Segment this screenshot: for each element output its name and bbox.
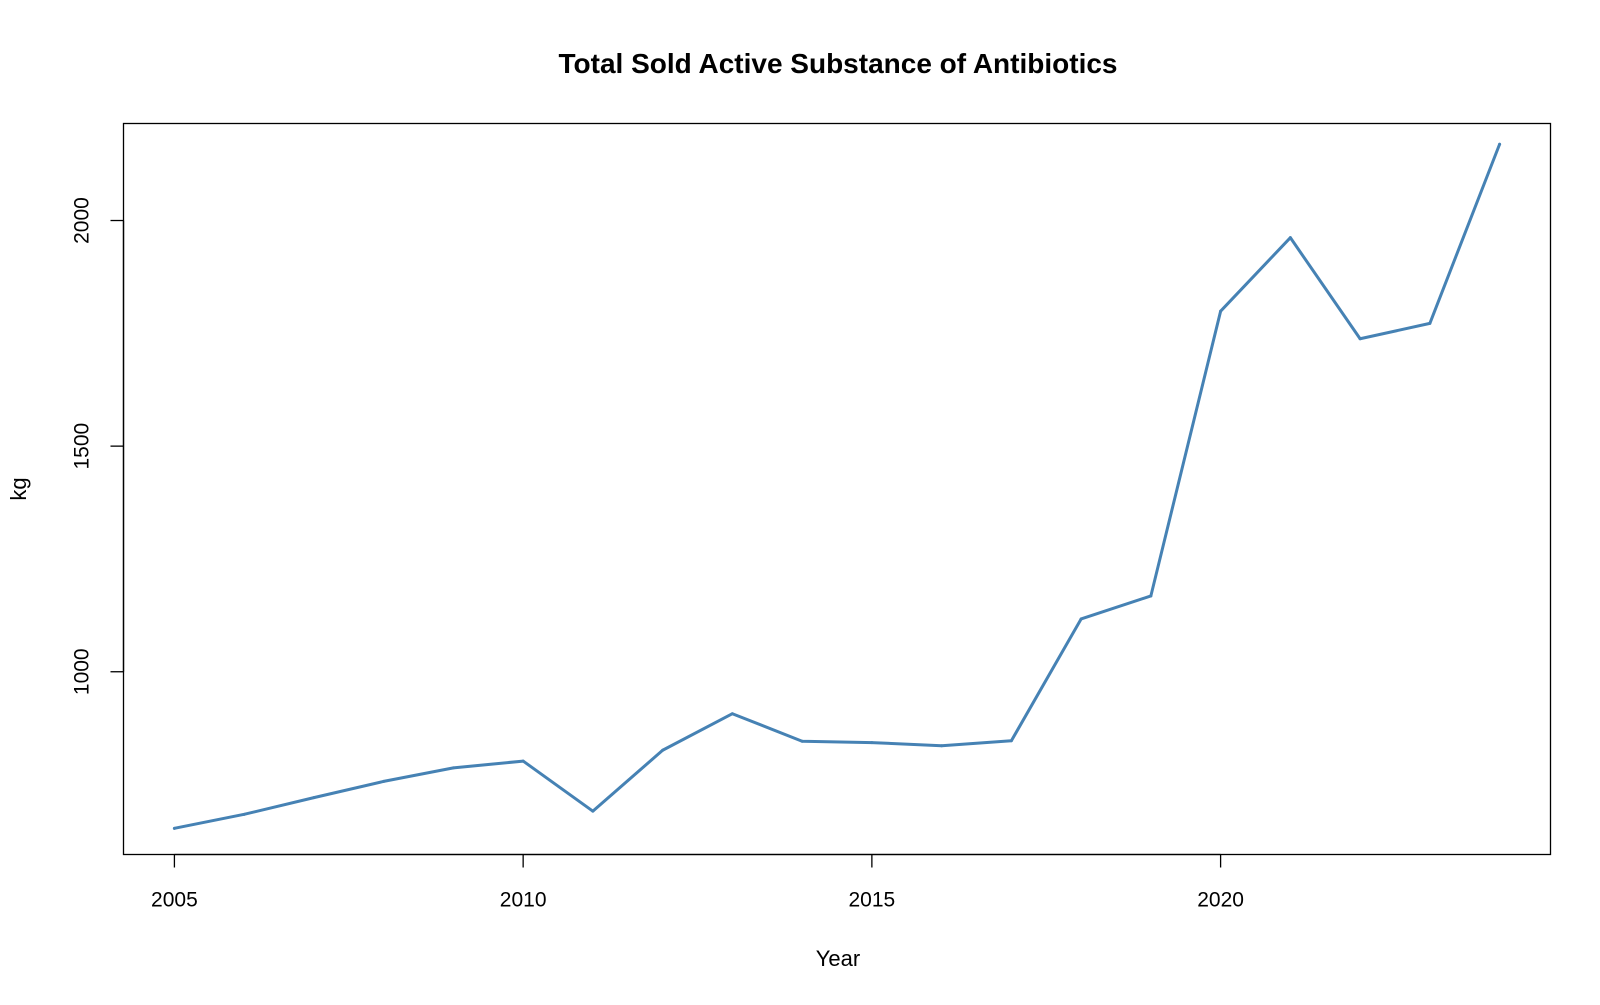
- data-point: [242, 812, 246, 816]
- data-point: [661, 748, 665, 752]
- data-point: [1149, 594, 1153, 598]
- x-axis-label: Year: [816, 946, 860, 971]
- y-axis-label: kg: [6, 477, 31, 500]
- data-point: [1288, 236, 1292, 240]
- data-point: [1009, 739, 1013, 743]
- x-axis: 2005 2010 2015 2020: [151, 853, 1244, 912]
- data-point: [1428, 321, 1432, 325]
- data-point: [591, 809, 595, 813]
- data-point: [1219, 309, 1223, 313]
- x-tick-label: 2010: [500, 889, 547, 912]
- data-point: [1498, 142, 1502, 146]
- data-point: [1358, 337, 1362, 341]
- x-tick-label: 2005: [151, 889, 198, 912]
- data-point: [312, 796, 316, 800]
- data-point: [451, 766, 455, 770]
- y-tick-label: 1000: [71, 648, 94, 695]
- x-tick-label: 2020: [1197, 889, 1244, 912]
- series-line: [172, 142, 1502, 830]
- data-point: [940, 744, 944, 748]
- series-layer: [172, 142, 1502, 830]
- data-point: [521, 759, 525, 763]
- data-point: [870, 741, 874, 745]
- data-point: [730, 712, 734, 716]
- plot-frame: [122, 122, 1552, 856]
- x-tick-label: 2015: [849, 889, 896, 912]
- data-point: [800, 739, 804, 743]
- y-tick-label: 2000: [71, 197, 94, 244]
- y-axis: 1000 1500 2000: [71, 197, 125, 695]
- y-tick-label: 1500: [71, 423, 94, 470]
- data-point: [382, 779, 386, 783]
- data-point: [1079, 617, 1083, 621]
- chart-title: Total Sold Active Substance of Antibioti…: [558, 48, 1117, 79]
- data-point: [172, 826, 176, 830]
